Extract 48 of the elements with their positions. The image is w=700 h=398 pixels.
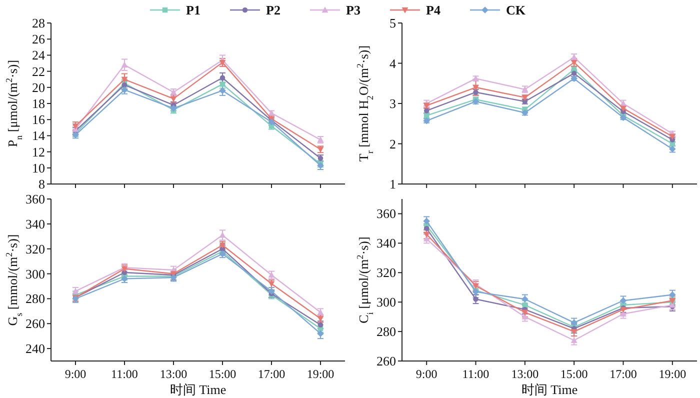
y-tick-label: 260: [376, 354, 396, 368]
y-tick-label: 280: [26, 291, 45, 306]
y-tick-label: 26: [32, 32, 46, 47]
y-tick-label: 16: [32, 112, 46, 128]
y-tick-label: 1: [390, 176, 396, 192]
legend-label: P3: [346, 2, 361, 18]
legend-label: P2: [266, 2, 280, 18]
legend-label: CK: [506, 2, 526, 18]
y-tick-label: 280: [376, 324, 396, 340]
x-tick-label: 9:00: [416, 367, 438, 381]
y-tick-label: 340: [26, 216, 45, 232]
x-tick-label: 9:00: [64, 367, 86, 381]
y-tick-label: 18: [32, 96, 45, 111]
y-tick-label: 3: [390, 96, 396, 111]
y-tick-label: 28: [32, 16, 45, 30]
y-tick-label: 8: [38, 176, 45, 192]
y-tick-label: 24: [32, 48, 46, 63]
y-tick-label: 360: [376, 206, 396, 222]
x-tick-label: 19:00: [658, 367, 686, 381]
x-axis-title: 时间 Time: [521, 382, 578, 397]
y-tick-label: 4: [390, 56, 396, 71]
x-tick-label: 15:00: [208, 367, 236, 381]
y-tick-label: 12: [32, 144, 45, 160]
y-tick-label: 300: [376, 294, 396, 310]
x-axis-title: 时间 Time: [170, 382, 226, 397]
x-tick-label: 13:00: [511, 367, 539, 381]
x-tick-label: 15:00: [560, 367, 588, 381]
y-tick-label: 14: [32, 128, 46, 144]
x-tick-label: 19:00: [306, 367, 334, 381]
y-tick-label: 260: [26, 316, 45, 332]
x-tick-label: 17:00: [258, 367, 286, 381]
y-tick-label: 300: [26, 266, 45, 282]
y-tick-label: 2: [390, 136, 396, 152]
y-tick-label: 360: [26, 192, 45, 206]
y-tick-label: 240: [26, 341, 45, 356]
y-tick-label: 320: [26, 241, 45, 256]
x-tick-label: 11:00: [111, 367, 138, 381]
y-tick-label: 20: [32, 80, 45, 95]
y-tick-label: 22: [32, 64, 45, 79]
y-tick-label: 340: [376, 236, 396, 251]
legend-label: P4: [426, 2, 441, 18]
y-tick-label: 10: [32, 160, 45, 176]
y-tick-label: 320: [376, 265, 396, 280]
x-tick-label: 11:00: [462, 367, 490, 381]
legend-label: P1: [186, 2, 200, 18]
y-tick-label: 5: [390, 16, 396, 30]
x-tick-label: 17:00: [610, 367, 637, 381]
x-tick-label: 13:00: [160, 367, 188, 381]
